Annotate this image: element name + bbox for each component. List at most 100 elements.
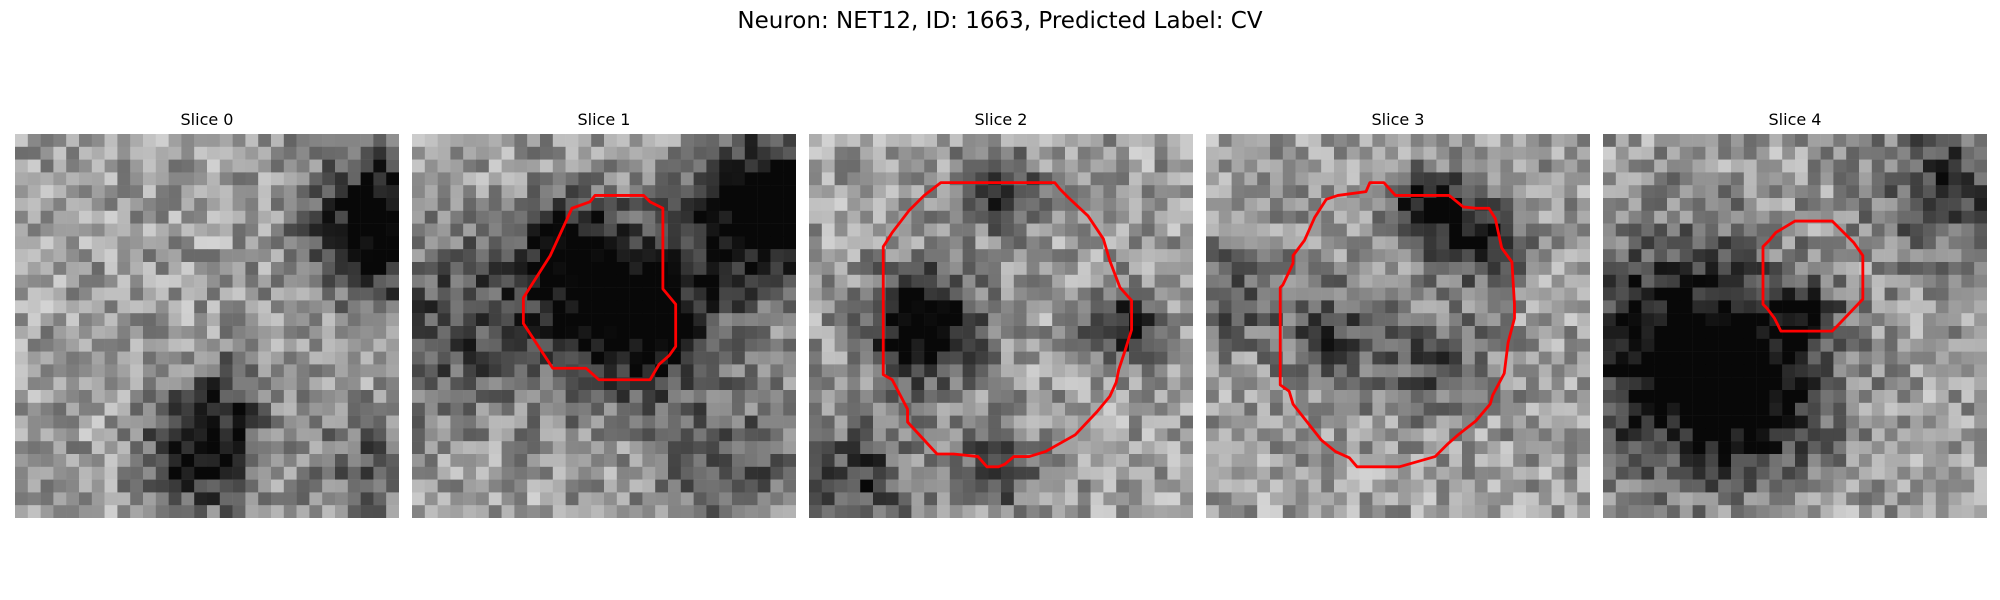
pixel: [1859, 377, 1873, 391]
pixel: [1282, 159, 1296, 173]
pixel: [360, 415, 374, 429]
pixel: [1244, 505, 1258, 518]
pixel: [873, 172, 887, 186]
pixel: [1206, 377, 1220, 391]
pixel: [1218, 300, 1232, 314]
pixel: [1282, 236, 1296, 250]
pixel: [53, 236, 67, 250]
pixel: [1090, 146, 1104, 160]
pixel: [1974, 262, 1987, 276]
pixel: [245, 262, 259, 276]
pixel: [552, 492, 566, 506]
pixel: [680, 505, 694, 518]
pixel: [1167, 338, 1181, 352]
pixel: [1449, 479, 1463, 493]
pixel: [757, 466, 771, 480]
pixel: [1679, 390, 1693, 404]
pixel: [1308, 351, 1322, 365]
pixel: [1462, 134, 1476, 148]
pixel: [117, 262, 131, 276]
pixel: [1615, 466, 1629, 480]
pixel: [1526, 364, 1540, 378]
pixel: [693, 390, 707, 404]
pixel: [1410, 172, 1424, 186]
pixel: [1167, 210, 1181, 224]
pixel: [770, 172, 784, 186]
pixel: [1270, 274, 1284, 288]
pixel: [1077, 326, 1091, 340]
pixel: [181, 390, 195, 404]
pixel: [527, 185, 541, 199]
pixel: [1206, 492, 1220, 506]
pixel: [1564, 159, 1578, 173]
pixel: [911, 185, 925, 199]
pixel: [1897, 390, 1911, 404]
pixel: [783, 466, 796, 480]
pixel: [706, 479, 720, 493]
pixel: [1001, 326, 1015, 340]
pixel: [1603, 236, 1617, 250]
pixel: [450, 300, 464, 314]
pixel: [488, 300, 502, 314]
pixel: [898, 428, 912, 442]
pixel: [437, 313, 451, 327]
slice-panel-0: Slice 0: [15, 110, 399, 520]
pixel: [873, 428, 887, 442]
pixel: [514, 198, 528, 212]
pixel: [1167, 351, 1181, 365]
pixel: [15, 338, 29, 352]
pixel: [988, 287, 1002, 301]
pixel: [501, 390, 515, 404]
pixel: [1577, 134, 1590, 148]
pixel: [1833, 441, 1847, 455]
pixel: [53, 313, 67, 327]
pixel: [412, 351, 426, 365]
pixel: [834, 377, 848, 391]
pixel: [693, 134, 707, 148]
pixel: [335, 326, 349, 340]
pixel: [1077, 249, 1091, 263]
pixel: [207, 351, 221, 365]
pixel: [1231, 172, 1245, 186]
pixel: [27, 185, 41, 199]
pixel: [1308, 185, 1322, 199]
pixel: [1807, 326, 1821, 340]
pixel: [1052, 274, 1066, 288]
pixel: [1295, 428, 1309, 442]
pixel: [1090, 338, 1104, 352]
pixel: [1103, 274, 1117, 288]
pixel: [1859, 274, 1873, 288]
pixel: [1180, 210, 1193, 224]
pixel: [386, 159, 399, 173]
pixel: [1833, 146, 1847, 160]
pixel: [1423, 287, 1437, 301]
pixel: [1667, 454, 1681, 468]
pixel: [79, 287, 93, 301]
pixel: [258, 236, 272, 250]
pixel: [1577, 390, 1590, 404]
pixel: [1756, 338, 1770, 352]
pixel: [1295, 351, 1309, 365]
pixel: [1628, 313, 1642, 327]
pixel: [1116, 390, 1130, 404]
pixel: [1692, 134, 1706, 148]
pixel: [1295, 441, 1309, 455]
pixel: [604, 390, 618, 404]
pixel: [770, 428, 784, 442]
pixel: [732, 479, 746, 493]
pixel: [117, 146, 131, 160]
pixel: [1769, 377, 1783, 391]
pixel: [1410, 313, 1424, 327]
pixel: [1295, 466, 1309, 480]
pixel: [1410, 134, 1424, 148]
pixel: [488, 466, 502, 480]
pixel: [450, 492, 464, 506]
pixel: [1679, 326, 1693, 340]
pixel: [1897, 377, 1911, 391]
pixel: [616, 402, 630, 416]
pixel: [1026, 428, 1040, 442]
pixel: [450, 236, 464, 250]
pixel: [360, 262, 374, 276]
pixel: [296, 466, 310, 480]
pixel: [988, 185, 1002, 199]
